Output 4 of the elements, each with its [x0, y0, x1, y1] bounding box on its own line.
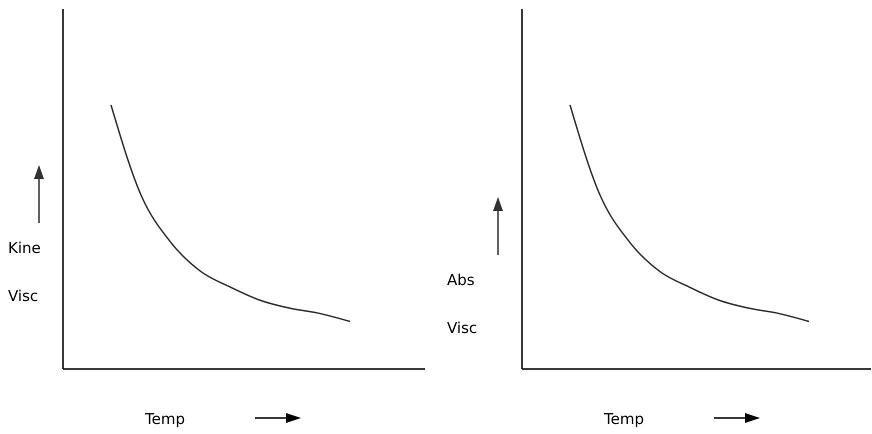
x-axis-title: Temp	[144, 410, 185, 428]
text: Abs Visc	[447, 271, 478, 337]
text: Kine Visc	[8, 239, 41, 305]
x-axis-title: Temp	[603, 410, 644, 428]
